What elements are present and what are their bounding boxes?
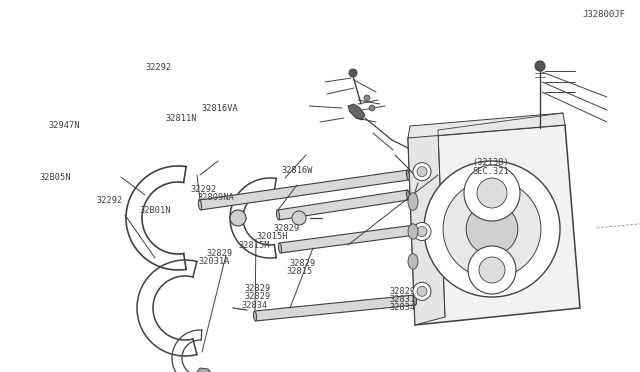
- Text: 32815: 32815: [287, 267, 313, 276]
- Circle shape: [417, 286, 427, 296]
- Circle shape: [464, 165, 520, 221]
- Text: 32947N: 32947N: [48, 121, 79, 130]
- Polygon shape: [277, 190, 409, 220]
- Text: 32831: 32831: [389, 295, 415, 304]
- Ellipse shape: [406, 190, 410, 200]
- Ellipse shape: [278, 243, 282, 253]
- Text: (32138): (32138): [472, 158, 509, 167]
- Ellipse shape: [408, 193, 418, 211]
- Circle shape: [424, 161, 560, 297]
- Polygon shape: [408, 113, 565, 138]
- Text: 32015H: 32015H: [256, 232, 287, 241]
- Circle shape: [364, 95, 370, 101]
- Text: 32834: 32834: [242, 301, 268, 310]
- Circle shape: [468, 246, 516, 294]
- Text: 32829: 32829: [206, 249, 232, 258]
- Circle shape: [413, 282, 431, 300]
- Circle shape: [417, 167, 427, 177]
- Text: 32B05N: 32B05N: [40, 173, 71, 182]
- Polygon shape: [194, 368, 212, 372]
- Circle shape: [479, 257, 505, 283]
- Ellipse shape: [253, 311, 257, 321]
- Ellipse shape: [408, 224, 418, 239]
- Text: 32829: 32829: [289, 259, 316, 268]
- Polygon shape: [348, 104, 365, 120]
- Text: 32829: 32829: [244, 292, 271, 301]
- Polygon shape: [255, 295, 415, 321]
- Circle shape: [349, 69, 357, 77]
- Text: 32811N: 32811N: [165, 114, 196, 123]
- Text: 32829: 32829: [389, 287, 415, 296]
- Text: 32031A: 32031A: [198, 257, 230, 266]
- Circle shape: [443, 180, 541, 278]
- Circle shape: [292, 211, 306, 225]
- Text: 32292: 32292: [96, 196, 122, 205]
- Ellipse shape: [198, 200, 202, 210]
- Text: 32829: 32829: [244, 284, 271, 293]
- Polygon shape: [408, 130, 445, 325]
- Ellipse shape: [406, 170, 410, 180]
- Polygon shape: [199, 170, 409, 210]
- Text: 32834: 32834: [389, 303, 415, 312]
- Text: 32816VA: 32816VA: [202, 104, 238, 113]
- Text: 32B01N: 32B01N: [140, 206, 171, 215]
- Ellipse shape: [276, 210, 280, 220]
- Circle shape: [369, 105, 375, 111]
- Circle shape: [230, 210, 246, 226]
- Circle shape: [466, 203, 518, 255]
- Text: 32809NA: 32809NA: [197, 193, 234, 202]
- Circle shape: [413, 163, 431, 181]
- Text: 32829: 32829: [274, 224, 300, 233]
- Ellipse shape: [413, 295, 417, 305]
- Circle shape: [413, 222, 431, 241]
- Circle shape: [477, 178, 507, 208]
- Circle shape: [535, 61, 545, 71]
- Polygon shape: [279, 225, 415, 253]
- Text: SEC.321: SEC.321: [472, 167, 509, 176]
- Polygon shape: [408, 125, 580, 325]
- Text: J32800JF: J32800JF: [583, 10, 626, 19]
- Circle shape: [417, 227, 427, 237]
- Text: 32292: 32292: [191, 185, 217, 194]
- Text: 32292: 32292: [146, 63, 172, 72]
- Text: 32815M: 32815M: [238, 241, 269, 250]
- Ellipse shape: [413, 225, 417, 235]
- Text: 32816W: 32816W: [282, 166, 313, 175]
- Ellipse shape: [408, 254, 418, 269]
